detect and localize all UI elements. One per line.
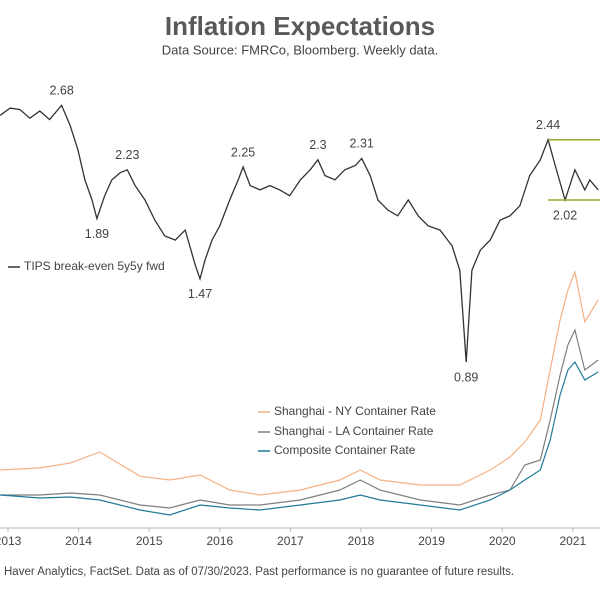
annotation: 2.25 bbox=[231, 145, 255, 159]
annotation: 2.68 bbox=[49, 84, 73, 98]
legend-label: TIPS break-even 5y5y fwd bbox=[24, 259, 165, 273]
annotation: 2.02 bbox=[553, 208, 577, 222]
x-tick-label: 2016 bbox=[206, 534, 233, 548]
annotation: 1.89 bbox=[85, 227, 109, 241]
annotation: 2.31 bbox=[350, 137, 374, 151]
annotation: 2.3 bbox=[309, 138, 326, 152]
annotation: 0.89 bbox=[454, 370, 478, 384]
annotation: 1.47 bbox=[188, 287, 212, 301]
annotation: 2.44 bbox=[536, 118, 560, 132]
x-tick-label: 2014 bbox=[65, 534, 92, 548]
legend-label: Composite Container Rate bbox=[274, 443, 416, 457]
legend-label: Shanghai - NY Container Rate bbox=[274, 404, 436, 418]
legend-label: Shanghai - LA Container Rate bbox=[274, 424, 434, 438]
x-tick-label: 2019 bbox=[418, 534, 445, 548]
x-tick-label: 2013 bbox=[0, 534, 22, 548]
series-line bbox=[0, 360, 599, 516]
x-tick-label: 2015 bbox=[136, 534, 163, 548]
chart-title: Inflation Expectations bbox=[165, 11, 435, 41]
series-line bbox=[0, 328, 599, 509]
footer: Haver Analytics, FactSet. Data as of 07/… bbox=[4, 566, 514, 578]
chart-subtitle: Data Source: FMRCo, Bloomberg. Weekly da… bbox=[162, 42, 439, 57]
series-line bbox=[0, 269, 599, 496]
annotation: 2.23 bbox=[115, 148, 139, 162]
x-tick-label: 2020 bbox=[489, 534, 516, 548]
x-tick-label: 2017 bbox=[277, 534, 304, 548]
x-tick-label: 2021 bbox=[559, 534, 586, 548]
x-tick-label: 2018 bbox=[348, 534, 375, 548]
series-line bbox=[0, 104, 599, 363]
